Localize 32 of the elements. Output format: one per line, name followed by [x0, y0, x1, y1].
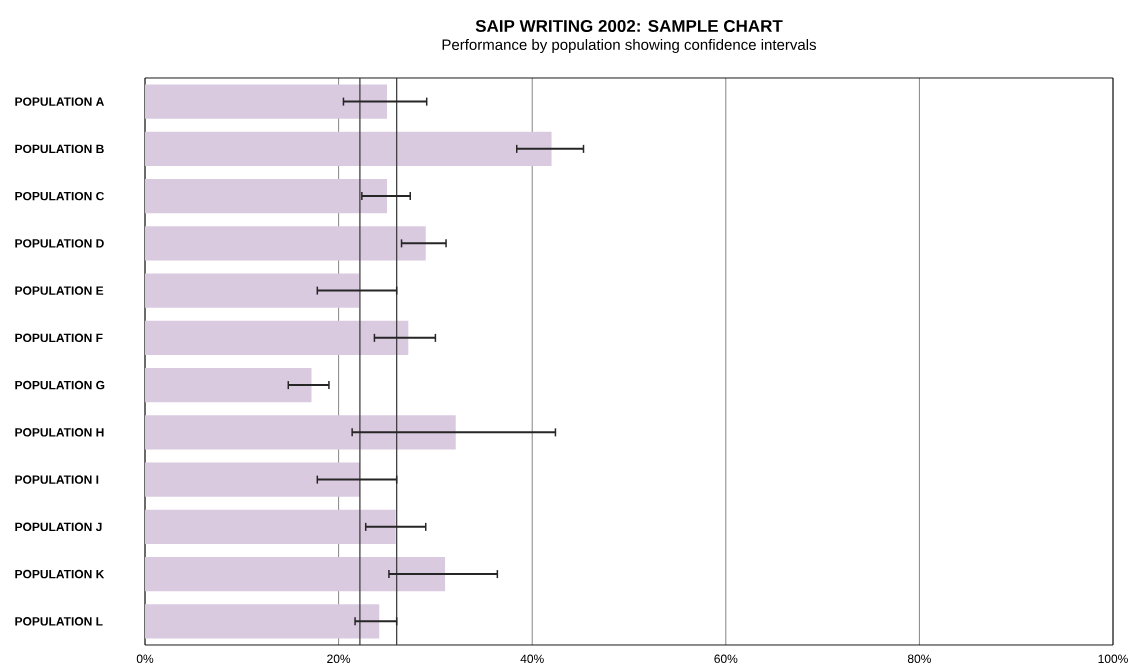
bar	[145, 415, 456, 450]
x-tick-label: 0%	[136, 654, 154, 664]
y-tick-label: POPULATION C	[15, 191, 104, 201]
bar	[145, 226, 426, 261]
bar	[145, 604, 380, 639]
y-tick-label: POPULATION F	[15, 333, 103, 343]
bar	[145, 320, 409, 355]
chart-title: SAIP WRITING 2002: SAMPLE CHART	[475, 19, 783, 33]
x-tick-label: 80%	[907, 654, 931, 664]
y-tick-label: POPULATION G	[15, 380, 105, 390]
chart-subtitle: Performance by population showing confidence intervals	[442, 39, 816, 53]
x-tick-label: 60%	[714, 654, 738, 664]
bar	[145, 462, 360, 497]
bar	[145, 368, 312, 403]
y-tick-label: POPULATION L	[15, 617, 103, 626]
x-tick-label: 40%	[520, 654, 544, 664]
bar	[145, 509, 396, 544]
y-tick-label: POPULATION D	[15, 239, 104, 248]
y-tick-label: POPULATION A	[15, 97, 104, 106]
y-tick-label: POPULATION K	[15, 569, 105, 579]
y-tick-label: POPULATION J	[15, 522, 102, 532]
bar	[145, 84, 388, 119]
y-tick-label: POPULATION H	[15, 428, 104, 437]
y-tick-label: POPULATION B	[15, 144, 104, 154]
bar	[145, 273, 359, 308]
bar	[145, 179, 388, 214]
x-tick-label: 100%	[1098, 654, 1128, 664]
bar	[145, 557, 446, 592]
bar	[145, 131, 552, 166]
y-tick-label: POPULATION E	[15, 286, 104, 295]
x-tick-label: 20%	[327, 654, 351, 664]
y-tick-label: POPULATION I	[15, 475, 99, 484]
